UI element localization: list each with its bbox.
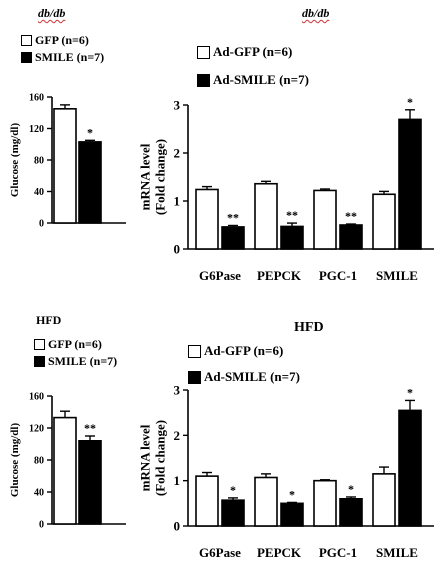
legend-item-smile: SMILE (n=7) <box>21 49 104 66</box>
bar-open <box>254 476 278 527</box>
significance-marker: * <box>230 483 236 497</box>
x-tick-label: PGC-1 <box>319 545 357 560</box>
bar-open <box>195 188 219 250</box>
legend-swatch-open <box>34 339 45 350</box>
y-tick-label: 0 <box>39 520 44 531</box>
legend-item-ad-gfp: Ad-GFP (n=6) <box>188 338 300 364</box>
legend-swatch-open <box>188 344 201 358</box>
x-tick-label: PEPCK <box>257 268 302 283</box>
x-tick-label: SMILE <box>376 545 418 560</box>
bar-open <box>372 193 396 250</box>
panel-title-top-right: db/db <box>302 6 330 20</box>
y-tick-label: 3 <box>174 383 181 398</box>
x-tick-label: G6Pase <box>199 545 241 560</box>
significance-marker: * <box>348 482 354 496</box>
legend-top-left: GFP (n=6) SMILE (n=7) <box>21 32 104 66</box>
bar-open <box>195 475 219 527</box>
bar-filled <box>78 439 102 525</box>
legend-item-ad-smile: Ad-SMILE (n=7) <box>188 364 300 390</box>
y-tick-label: 80 <box>34 156 44 167</box>
bar-open <box>53 416 77 525</box>
legend-label-ad-gfp: Ad-GFP (n=6) <box>204 343 284 358</box>
legend-bottom-left: GFP (n=6) SMILE (n=7) <box>34 336 117 370</box>
legend-swatch-filled <box>197 73 210 87</box>
legend-swatch-open <box>21 35 32 46</box>
legend-item-gfp: GFP (n=6) <box>34 336 117 353</box>
y-tick-label: 0 <box>39 219 44 230</box>
y-tick-label: 40 <box>34 187 44 198</box>
bar-open <box>372 473 396 527</box>
y-tick-label: 1 <box>174 194 181 209</box>
legend-label-smile: SMILE (n=7) <box>48 354 118 368</box>
significance-marker: * <box>87 125 93 139</box>
significance-marker: * <box>289 487 295 501</box>
y-tick-label: 120 <box>29 424 44 435</box>
significance-marker: ** <box>84 421 96 435</box>
bar-filled <box>339 224 363 250</box>
legend-label-smile: SMILE (n=7) <box>35 50 105 64</box>
y-tick-label: 0 <box>174 242 181 257</box>
legend-item-gfp: GFP (n=6) <box>21 32 104 49</box>
x-tick-label: PEPCK <box>257 545 302 560</box>
legend-item-smile: SMILE (n=7) <box>34 353 117 370</box>
y-axis-label-line: (Fold change) <box>152 420 167 496</box>
legend-swatch-open <box>197 45 210 59</box>
legend-swatch-filled <box>34 356 45 367</box>
significance-marker: * <box>407 385 413 399</box>
panel-title-bottom-left: HFD <box>36 313 62 327</box>
y-tick-label: 2 <box>174 428 181 443</box>
legend-label-gfp: GFP (n=6) <box>35 33 89 47</box>
bar-open <box>313 479 337 527</box>
y-axis-label: Glucose (mg/dl) <box>9 123 21 198</box>
significance-marker: ** <box>227 210 239 224</box>
bar-open <box>254 182 278 250</box>
y-tick-label: 80 <box>34 456 44 467</box>
legend-top-right: Ad-GFP (n=6) Ad-SMILE (n=7) <box>197 38 309 94</box>
bar-filled <box>280 502 304 527</box>
y-tick-label: 1 <box>174 473 181 488</box>
y-axis-label-line: (Fold change) <box>152 139 167 215</box>
x-tick-label: PGC-1 <box>319 268 357 283</box>
significance-marker: * <box>407 95 413 109</box>
legend-swatch-filled <box>188 370 201 384</box>
legend-item-ad-gfp: Ad-GFP (n=6) <box>197 38 309 66</box>
y-axis-label: Glucose (mg/dl) <box>9 423 21 498</box>
y-tick-label: 3 <box>174 98 181 113</box>
panel-title-bottom-right: HFD <box>294 320 324 335</box>
legend-bottom-right: Ad-GFP (n=6) Ad-SMILE (n=7) <box>188 338 300 390</box>
legend-label-ad-smile: Ad-SMILE (n=7) <box>213 72 309 87</box>
y-tick-label: 2 <box>174 146 181 161</box>
bar-filled <box>280 225 304 250</box>
x-tick-label: G6Pase <box>199 268 241 283</box>
legend-label-ad-smile: Ad-SMILE (n=7) <box>204 369 300 384</box>
bar-filled <box>221 226 245 250</box>
legend-label-gfp: GFP (n=6) <box>48 337 102 351</box>
panel-title-top-left: db/db <box>38 6 66 20</box>
legend-swatch-filled <box>21 52 32 63</box>
x-tick-label: SMILE <box>376 268 418 283</box>
legend-label-ad-gfp: Ad-GFP (n=6) <box>213 44 293 59</box>
bar-filled <box>221 499 245 527</box>
significance-marker: ** <box>286 208 298 222</box>
bar-filled <box>398 409 422 527</box>
y-axis-label-line: mRNA level <box>137 143 152 210</box>
y-axis-label-line: mRNA level <box>137 424 152 491</box>
bar-filled <box>78 141 102 224</box>
bar-filled <box>398 118 422 250</box>
legend-item-ad-smile: Ad-SMILE (n=7) <box>197 66 309 94</box>
y-tick-label: 160 <box>29 93 44 104</box>
y-tick-label: 40 <box>34 488 44 499</box>
y-tick-label: 120 <box>29 124 44 135</box>
bar-open <box>53 108 77 224</box>
bar-filled <box>339 497 363 527</box>
bar-open <box>313 189 337 250</box>
y-axis-label: mRNA level(Fold change) <box>137 420 167 496</box>
significance-marker: ** <box>345 209 357 223</box>
y-tick-label: 0 <box>174 519 181 534</box>
y-tick-label: 160 <box>29 392 44 403</box>
y-axis-label: mRNA level(Fold change) <box>137 139 167 215</box>
